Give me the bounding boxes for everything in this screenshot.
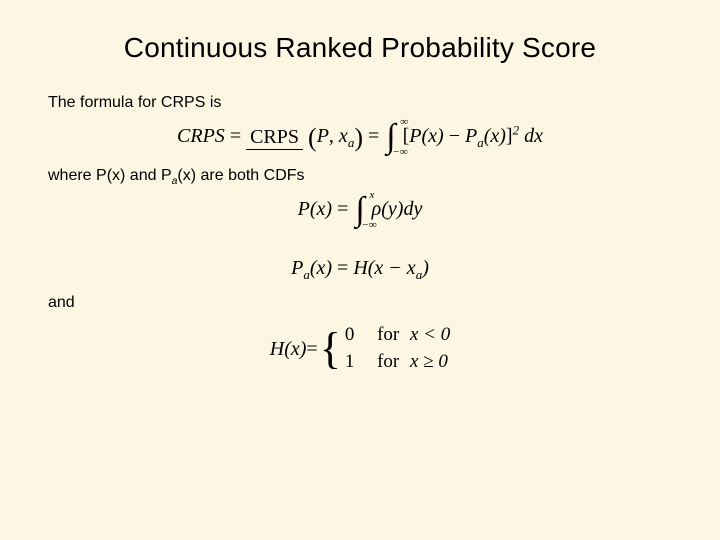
intro-text: The formula for CRPS is [48,94,672,112]
int-lower: −∞ [392,146,407,159]
eq-sign: = [230,125,246,147]
eq-sign-4: = [337,257,353,279]
eq-sign-5: = [306,337,317,361]
integral-symbol: ∫ ∞ −∞ [386,122,395,153]
and-text: and [48,294,672,312]
crps-mean-label: CRPS [246,125,303,150]
squared: 2 [513,122,520,137]
paren-open: ( [308,123,317,152]
brace-icon: { [320,329,341,369]
pa-tail: (x) [310,257,332,279]
integral-symbol-2: ∫ x −∞ [355,195,364,226]
int-upper-2: x [369,189,374,202]
pa-base: P [291,257,303,279]
formula-crps: CRPS = CRPS (P, xa) = ∫ ∞ −∞ [P(x) − Pa(… [48,122,672,153]
formula-p-def: P(x) = ∫ x −∞ ρ(y)dy [48,195,672,226]
pa-rhs-close: ) [422,257,429,279]
bracket-close: ] [506,125,513,147]
pa-rhs: H(x − x [353,257,415,279]
where-lead: where P(x) and P [48,167,172,184]
case1-val: 0 [345,324,355,345]
integrand: ρ(y)dy [372,198,423,220]
int-lower-2: −∞ [361,219,376,232]
where-text: where P(x) and Pa(x) are both CDFs [48,167,672,185]
page-title: Continuous Ranked Probability Score [48,32,672,64]
minus: − [444,125,465,147]
crps-overline: CRPS [246,125,303,150]
case1-for: for [377,324,399,345]
p-lhs: P(x) [298,198,332,220]
case2-cond: x ≥ 0 [410,351,448,372]
term2-tail: (x) [484,125,506,147]
formula-h-def: H(x) = { 0 for x < 0 1 for x ≥ 0 [48,322,672,376]
case2-val: 1 [345,351,355,372]
crps-arg1: P [317,125,329,147]
int-upper: ∞ [400,116,408,129]
crps-arg2-base: x [339,125,348,147]
paren-close: ) [354,123,363,152]
slide: Continuous Ranked Probability Score The … [0,0,720,540]
formula-pa-def: Pa(x) = H(x − xa) [48,256,672,280]
term1: P(x) [409,125,443,147]
eq-sign-3: = [337,198,353,220]
eq-sign-2: = [368,125,384,147]
h-lhs: H(x) [270,337,307,361]
piecewise-cases: 0 for x < 0 1 for x ≥ 0 [345,322,450,376]
comma: , [329,125,339,147]
case1-cond: x < 0 [410,324,450,345]
case2-for: for [377,351,399,372]
term2-base: P [465,125,477,147]
crps-lhs: CRPS [177,125,225,147]
dx: dx [524,125,543,147]
where-tail: (x) are both CDFs [177,167,304,184]
